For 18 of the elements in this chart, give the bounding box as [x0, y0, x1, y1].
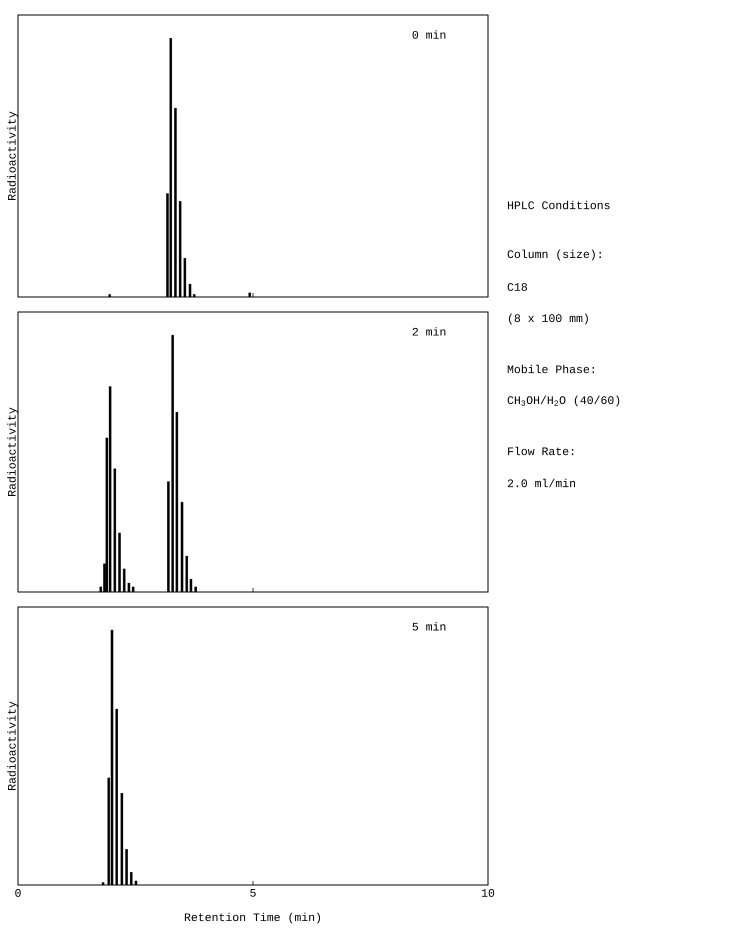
text: Mobile Phase:	[508, 364, 594, 374]
x-tick-label: 5	[250, 889, 256, 897]
x-tick-label: 0	[15, 889, 21, 897]
y-axis-title: Radioactivity	[7, 702, 18, 790]
text: Flow Rate:	[508, 446, 574, 456]
text: CH$_{3}$OH/H$_{2}$O (40/60)	[508, 396, 620, 406]
x-tick-label: 10	[482, 889, 494, 897]
x-axis-title: Retention Time (min)	[184, 912, 320, 924]
annotation: 0 min	[412, 30, 446, 39]
text: HPLC Conditions	[508, 200, 610, 210]
y-axis-title: Radioactivity	[7, 408, 18, 496]
text: 2.0 ml/min	[508, 478, 576, 488]
annotation: 2 min	[412, 327, 446, 336]
text: (8 x 100 mm)	[508, 314, 588, 324]
y-axis-title: Radioactivity	[7, 112, 18, 200]
text: Column (size):	[508, 250, 601, 260]
annotation: 5 min	[412, 622, 446, 631]
text: C18	[508, 283, 527, 291]
